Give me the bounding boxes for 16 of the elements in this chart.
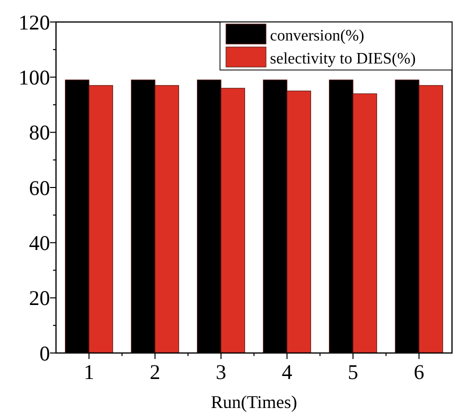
y-tick-label: 60 <box>29 176 50 200</box>
x-tick-label: 2 <box>150 360 160 384</box>
x-axis-title: Run(Times) <box>210 392 298 412</box>
x-tick-label: 3 <box>216 360 226 384</box>
legend-label: selectivity to DIES(%) <box>270 50 416 68</box>
y-tick-label: 40 <box>29 231 50 256</box>
legend-label: conversion(%) <box>270 28 364 45</box>
y-tick-label: 120 <box>18 10 50 34</box>
y-tick-label: 80 <box>29 120 50 145</box>
y-tick-label: 20 <box>29 286 50 310</box>
x-tick-label: 4 <box>282 360 293 384</box>
y-tick-label: 0 <box>40 341 50 366</box>
x-tick-label: 6 <box>414 360 424 384</box>
x-tick-label: 5 <box>348 360 358 384</box>
y-tick-label: 100 <box>18 66 50 90</box>
x-tick-label: 1 <box>84 360 94 384</box>
